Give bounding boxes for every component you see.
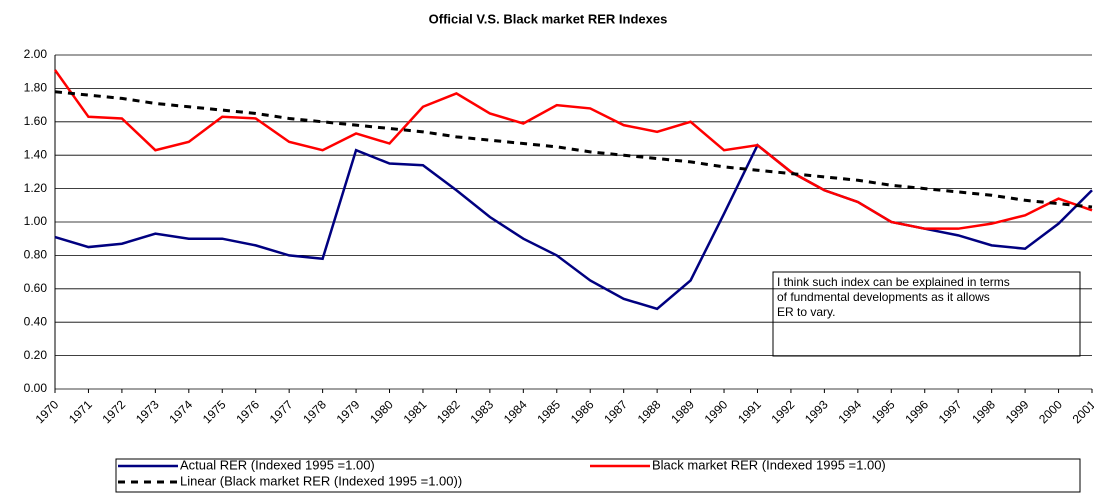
x-tick-label: 1977	[267, 397, 296, 426]
y-tick-label: 0.40	[24, 314, 48, 328]
x-tick-label: 1970	[33, 397, 62, 426]
legend-box	[115, 458, 1081, 493]
x-tick-label: 2000	[1036, 397, 1065, 426]
x-tick-label: 1982	[434, 397, 463, 426]
x-tick-label: 1998	[969, 397, 998, 426]
x-tick-label: 1974	[166, 397, 195, 426]
x-tick-label: 1985	[534, 397, 563, 426]
y-tick-label: 2.00	[24, 47, 48, 61]
x-tick-label: 1986	[568, 397, 597, 426]
x-tick-label: 1979	[334, 397, 363, 426]
x-tick-label: 1996	[902, 397, 931, 426]
x-tick-label: 1993	[802, 397, 831, 426]
y-tick-label: 0.80	[24, 248, 48, 262]
y-tick-label: 0.00	[24, 381, 48, 395]
y-tick-label: 1.00	[24, 214, 48, 228]
y-tick-label: 1.20	[24, 181, 48, 195]
x-tick-label: 1984	[501, 397, 530, 426]
x-tick-label: 1995	[869, 397, 898, 426]
x-tick-label: 1981	[401, 397, 430, 426]
legend-label: Actual RER (Indexed 1995 =1.00)	[180, 457, 375, 472]
legend-label: Linear (Black market RER (Indexed 1995 =…	[180, 473, 462, 488]
x-tick-label: 1999	[1003, 397, 1032, 426]
x-tick-label: 1997	[936, 397, 965, 426]
x-tick-label: 1983	[467, 397, 496, 426]
annotation-text: ER to vary.	[777, 305, 835, 319]
legend-label: Black market RER (Indexed 1995 =1.00)	[652, 457, 886, 472]
x-tick-label: 1990	[702, 397, 731, 426]
x-tick-label: 1975	[200, 397, 229, 426]
x-tick-label: 1991	[735, 397, 764, 426]
y-tick-label: 1.40	[24, 147, 48, 161]
y-tick-label: 0.60	[24, 281, 48, 295]
annotation-text: of fundmental developments as it allows	[777, 290, 990, 304]
x-tick-label: 2001	[1070, 397, 1094, 426]
x-tick-label: 1973	[133, 397, 162, 426]
x-tick-label: 1994	[835, 397, 864, 426]
y-tick-label: 0.20	[24, 348, 48, 362]
series-line	[53, 69, 1093, 230]
x-tick-label: 1992	[769, 397, 798, 426]
x-tick-label: 1989	[668, 397, 697, 426]
x-tick-label: 1978	[300, 397, 329, 426]
x-tick-label: 1988	[635, 397, 664, 426]
x-tick-label: 1980	[367, 397, 396, 426]
annotation-box	[772, 271, 1081, 357]
annotation-text: I think such index can be explained in t…	[777, 275, 1010, 289]
x-tick-label: 1972	[99, 397, 128, 426]
y-tick-label: 1.80	[24, 81, 48, 95]
chart-title: Official V.S. Black market RER Indexes	[429, 11, 668, 26]
series-line	[54, 90, 1093, 209]
x-tick-label: 1976	[233, 397, 262, 426]
x-tick-label: 1987	[601, 397, 630, 426]
y-tick-label: 1.60	[24, 114, 48, 128]
x-tick-label: 1971	[66, 397, 95, 426]
